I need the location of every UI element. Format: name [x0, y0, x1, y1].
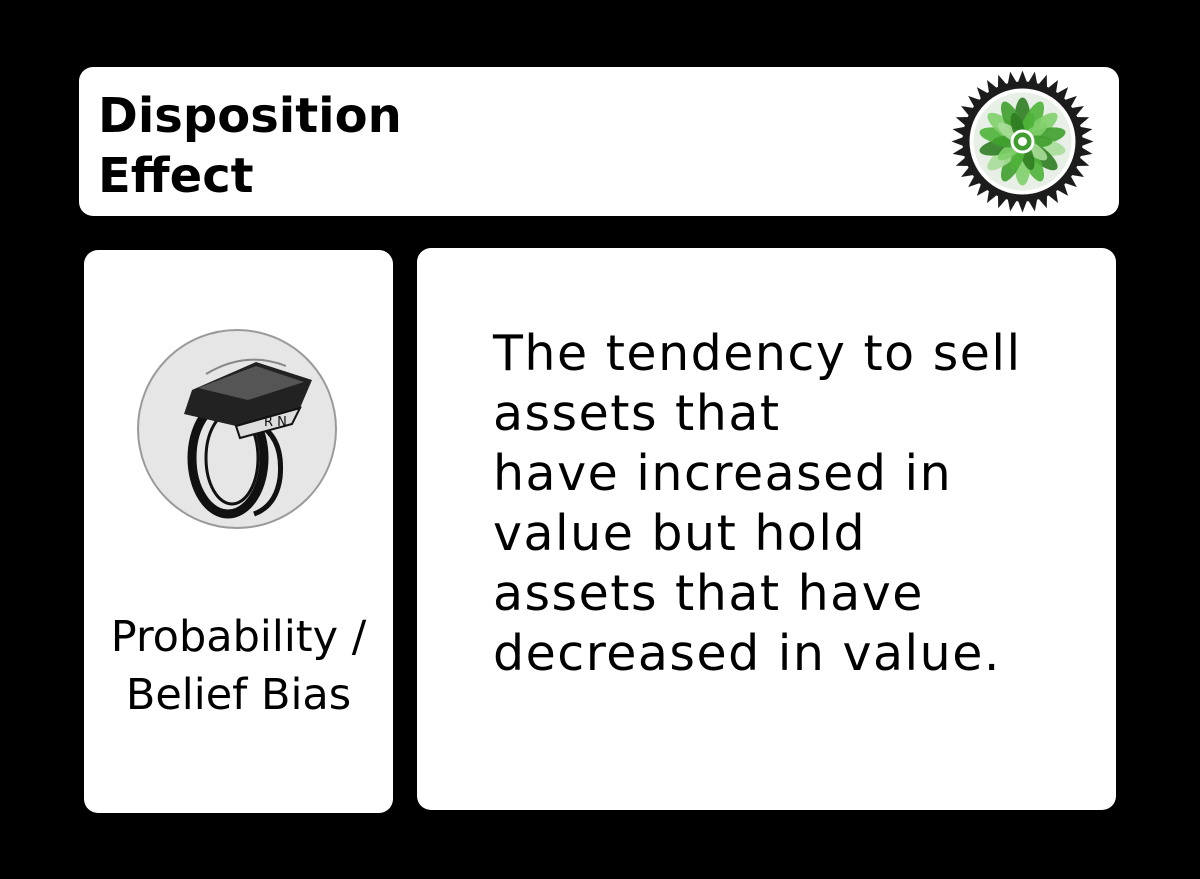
category-line-1: Probability /: [110, 612, 367, 662]
definition-line-6: decreased in value.: [493, 625, 1001, 682]
svg-text:R N: R N: [264, 415, 287, 430]
definition-line-2: assets that: [493, 385, 781, 442]
definition-line-5: assets that have: [493, 565, 924, 622]
title-line-2: Effect: [98, 148, 254, 204]
definition-line-3: have increased in: [493, 445, 953, 502]
bias-category: Probability / Belief Bias: [84, 608, 393, 724]
definition-line-1: The tendency to sell: [493, 325, 1022, 382]
definition-text: The tendency to sell assets that have in…: [493, 324, 1093, 684]
category-card: R N Probability / Belief Bias: [84, 250, 393, 813]
title-line-1: Disposition: [98, 88, 402, 144]
title-card: Disposition Effect: [79, 67, 1119, 216]
green-flower-seal-icon: [951, 70, 1094, 213]
ring-icon: R N: [137, 329, 337, 529]
card-title: Disposition Effect: [98, 86, 402, 206]
category-line-2: Belief Bias: [125, 670, 352, 720]
definition-card: The tendency to sell assets that have in…: [417, 248, 1116, 810]
definition-line-4: value but hold: [493, 505, 867, 562]
